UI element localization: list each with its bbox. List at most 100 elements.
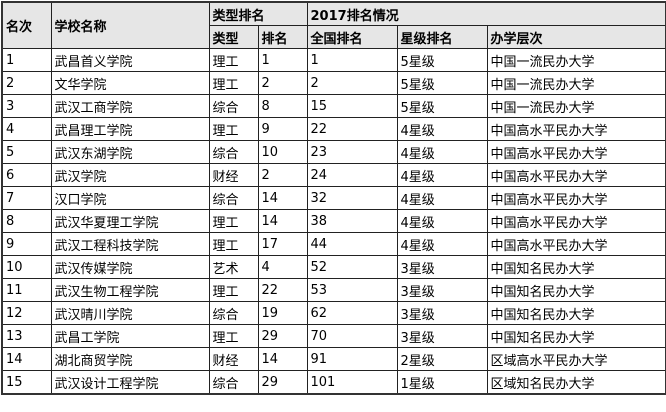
cell-star-rank: 2星级 [396, 347, 488, 371]
cell-level: 中国高水平民办大学 [486, 209, 666, 233]
cell-star-rank: 1星级 [396, 370, 488, 395]
cell-rank: 3 [1, 94, 52, 118]
cell-type: 理工 [208, 117, 259, 141]
table-row: 15 武汉设计工程学院 综合 29 101 1星级 区域知名民办大学 [1, 370, 666, 395]
header-national-rank: 全国排名 [306, 25, 398, 49]
cell-national-rank: 101 [306, 370, 398, 395]
cell-type: 综合 [208, 186, 259, 210]
table-row: 12 武汉晴川学院 综合 19 62 3星级 中国知名民办大学 [1, 301, 666, 325]
cell-national-rank: 91 [306, 347, 398, 371]
header-type-group: 类型排名 [208, 1, 308, 26]
cell-rank: 5 [1, 140, 52, 164]
cell-level: 中国高水平民办大学 [486, 163, 666, 187]
cell-national-rank: 52 [306, 255, 398, 279]
cell-rank: 2 [1, 71, 52, 95]
cell-type: 理工 [208, 71, 259, 95]
header-school: 学校名称 [50, 1, 210, 49]
header-type: 类型 [208, 25, 259, 49]
header-row-2: 类型 排名 全国排名 星级排名 办学层次 [2, 25, 666, 49]
table-row: 14 湖北商贸学院 财经 14 91 2星级 区域高水平民办大学 [1, 347, 666, 371]
cell-type-rank: 29 [257, 324, 308, 348]
table-row: 4 武昌理工学院 理工 9 22 4星级 中国高水平民办大学 [1, 117, 666, 141]
cell-rank: 10 [1, 255, 52, 279]
cell-school: 武昌首义学院 [50, 48, 210, 72]
cell-level: 中国知名民办大学 [486, 301, 666, 325]
cell-national-rank: 2 [306, 71, 398, 95]
cell-school: 汉口学院 [50, 186, 210, 210]
cell-national-rank: 1 [306, 48, 398, 72]
ranking-table: 名次 学校名称 类型排名 2017排名情况 类型 排名 全国排名 星级排名 办学… [1, 1, 666, 395]
cell-star-rank: 4星级 [396, 186, 488, 210]
cell-type: 综合 [208, 370, 259, 395]
cell-school: 湖北商贸学院 [50, 347, 210, 371]
cell-type-rank: 4 [257, 255, 308, 279]
cell-star-rank: 4星级 [396, 232, 488, 256]
cell-level: 中国高水平民办大学 [486, 117, 666, 141]
cell-national-rank: 44 [306, 232, 398, 256]
cell-type-rank: 8 [257, 94, 308, 118]
cell-national-rank: 38 [306, 209, 398, 233]
cell-national-rank: 22 [306, 117, 398, 141]
cell-type: 财经 [208, 163, 259, 187]
table-row: 6 武汉学院 财经 2 24 4星级 中国高水平民办大学 [1, 163, 666, 187]
cell-type-rank: 10 [257, 140, 308, 164]
cell-type: 理工 [208, 324, 259, 348]
cell-type: 理工 [208, 209, 259, 233]
cell-school: 武汉晴川学院 [50, 301, 210, 325]
cell-national-rank: 62 [306, 301, 398, 325]
header-rank: 名次 [1, 1, 52, 49]
cell-star-rank: 4星级 [396, 117, 488, 141]
table-row: 13 武昌工学院 理工 29 70 3星级 中国知名民办大学 [1, 324, 666, 348]
cell-level: 区域高水平民办大学 [486, 347, 666, 371]
cell-school: 武汉学院 [50, 163, 210, 187]
table-row: 2 文华学院 理工 2 2 5星级 中国一流民办大学 [1, 71, 666, 95]
cell-rank: 7 [1, 186, 52, 210]
cell-type-rank: 14 [257, 209, 308, 233]
cell-school: 文华学院 [50, 71, 210, 95]
cell-star-rank: 3星级 [396, 301, 488, 325]
cell-type-rank: 2 [257, 163, 308, 187]
cell-star-rank: 5星级 [396, 71, 488, 95]
cell-school: 武汉华夏理工学院 [50, 209, 210, 233]
cell-school: 武汉传媒学院 [50, 255, 210, 279]
cell-school: 武汉工程科技学院 [50, 232, 210, 256]
header-type-rank: 排名 [257, 25, 308, 49]
cell-national-rank: 15 [306, 94, 398, 118]
cell-type-rank: 14 [257, 347, 308, 371]
cell-school: 武昌工学院 [50, 324, 210, 348]
cell-star-rank: 3星级 [396, 324, 488, 348]
cell-star-rank: 4星级 [396, 209, 488, 233]
cell-type: 综合 [208, 140, 259, 164]
header-star-rank: 星级排名 [396, 25, 488, 49]
cell-rank: 9 [1, 232, 52, 256]
cell-level: 中国一流民办大学 [486, 94, 666, 118]
cell-rank: 14 [1, 347, 52, 371]
cell-level: 中国高水平民办大学 [486, 140, 666, 164]
table-row: 1 武昌首义学院 理工 1 1 5星级 中国一流民办大学 [1, 48, 666, 72]
cell-national-rank: 32 [306, 186, 398, 210]
cell-type-rank: 14 [257, 186, 308, 210]
cell-school: 武汉东湖学院 [50, 140, 210, 164]
cell-school: 武汉设计工程学院 [50, 370, 210, 395]
cell-type-rank: 29 [257, 370, 308, 395]
cell-type-rank: 17 [257, 232, 308, 256]
cell-school: 武汉工商学院 [50, 94, 210, 118]
cell-level: 中国知名民办大学 [486, 324, 666, 348]
table-row: 9 武汉工程科技学院 理工 17 44 4星级 中国高水平民办大学 [1, 232, 666, 256]
cell-school: 武昌理工学院 [50, 117, 210, 141]
cell-type: 综合 [208, 94, 259, 118]
cell-level: 区域知名民办大学 [486, 370, 666, 395]
cell-type-rank: 2 [257, 71, 308, 95]
cell-star-rank: 4星级 [396, 140, 488, 164]
cell-level: 中国知名民办大学 [486, 278, 666, 302]
table-row: 7 汉口学院 综合 14 32 4星级 中国高水平民办大学 [1, 186, 666, 210]
cell-type-rank: 9 [257, 117, 308, 141]
cell-type: 理工 [208, 278, 259, 302]
table-row: 10 武汉传媒学院 艺术 4 52 3星级 中国知名民办大学 [1, 255, 666, 279]
cell-rank: 11 [1, 278, 52, 302]
cell-school: 武汉生物工程学院 [50, 278, 210, 302]
cell-rank: 4 [1, 117, 52, 141]
cell-level: 中国一流民办大学 [486, 71, 666, 95]
header-row-1: 名次 学校名称 类型排名 2017排名情况 [1, 1, 666, 49]
cell-star-rank: 3星级 [396, 278, 488, 302]
